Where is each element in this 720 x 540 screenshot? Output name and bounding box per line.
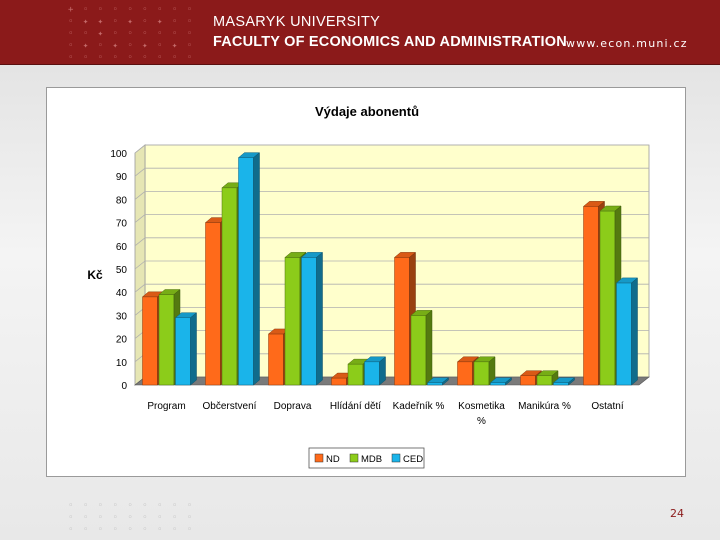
x-tick-label: Občerstvení xyxy=(203,401,257,412)
bar-front xyxy=(410,315,427,386)
bar-front xyxy=(205,222,221,386)
y-tick-label: 30 xyxy=(116,311,128,322)
bar xyxy=(237,152,261,386)
legend-label: ND xyxy=(326,454,340,465)
bar-front xyxy=(301,257,317,386)
x-tick-label: Doprava xyxy=(274,401,312,412)
legend-swatch xyxy=(391,453,401,463)
bar-front xyxy=(520,375,536,386)
footer-pattern: ◦ ◦ ◦ ◦ ◦ ◦ ◦ ◦ ◦ ◦ ◦ ◦ ◦ ◦ ◦ ◦ ◦ ◦ ◦ ◦ … xyxy=(68,501,192,535)
y-tick-label: 90 xyxy=(116,172,128,183)
x-tick-label: Ostatní xyxy=(591,401,623,412)
gridline-side xyxy=(134,144,146,154)
bar xyxy=(489,377,513,386)
x-tick-label: Program xyxy=(147,401,185,412)
y-tick-label: 20 xyxy=(116,335,128,346)
bar-front xyxy=(394,257,410,386)
x-tick-label: Kosmetika xyxy=(458,401,505,412)
y-tick-label: 60 xyxy=(116,242,128,253)
bar xyxy=(410,309,433,386)
bar-front xyxy=(142,296,158,386)
bar xyxy=(300,251,324,386)
bar-side xyxy=(379,356,386,386)
bar-front xyxy=(553,382,569,386)
bar-side xyxy=(253,152,260,386)
bar xyxy=(615,277,639,386)
y-tick-label: 10 xyxy=(116,358,128,369)
legend-label: MDB xyxy=(361,454,382,465)
bar-side xyxy=(425,309,433,386)
header-divider xyxy=(0,64,720,65)
legend-swatch xyxy=(314,453,324,463)
gridline-side xyxy=(134,191,146,200)
bar-side xyxy=(442,377,449,386)
bar-front xyxy=(221,187,238,386)
bar-side xyxy=(316,251,323,386)
legend-box xyxy=(308,447,425,469)
chart-frame: Výdaje abonentů Kč 0 10 20 30 40 50 60 70 80 90 10… xyxy=(46,87,686,477)
site-url[interactable]: www.econ.muni.cz xyxy=(566,37,688,50)
gridline-side xyxy=(134,260,146,270)
bar xyxy=(426,377,450,386)
bar-side xyxy=(190,312,197,386)
bar-front xyxy=(331,377,347,386)
bar-front xyxy=(268,333,284,386)
bar-front xyxy=(473,361,490,386)
bar-side xyxy=(505,377,512,386)
page-number: 24 xyxy=(670,507,684,520)
header-banner: + ◦ ◦ ◦ ◦ ◦ ◦ ◦ ◦ ◦ ✦ ✦ ◦ ✦ ◦ ✦ ◦ ◦ ◦ ◦ … xyxy=(0,0,720,64)
logo-pattern: + ◦ ◦ ◦ ◦ ◦ ◦ ◦ ◦ ◦ ✦ ✦ ◦ ✦ ◦ ✦ ◦ ◦ ◦ ◦ … xyxy=(68,5,195,63)
x-tick-label: Kadeřník % xyxy=(393,401,445,412)
x-tick-label: % xyxy=(477,416,486,427)
bar-front xyxy=(616,282,632,386)
bar-front xyxy=(238,157,254,386)
bar xyxy=(536,370,559,386)
bar-front xyxy=(284,257,301,386)
x-tick-label: Hlídání dětí xyxy=(330,401,381,412)
gridline-side xyxy=(134,167,146,177)
y-tick-label: 70 xyxy=(116,219,128,230)
university-name: MASARYK UNIVERSITY xyxy=(213,14,381,30)
bar-front xyxy=(599,210,616,386)
bar-front xyxy=(364,361,380,386)
bar-front xyxy=(158,294,175,386)
legend-swatch xyxy=(349,453,359,463)
bar-front xyxy=(536,375,553,386)
bar xyxy=(174,312,198,386)
bar xyxy=(552,377,576,386)
chart-title: Výdaje abonentů xyxy=(315,104,419,119)
chart-legend: ND MDB CED xyxy=(308,447,425,469)
bar xyxy=(473,356,496,386)
y-tick-label: 50 xyxy=(116,265,128,276)
y-tick-label: 40 xyxy=(116,288,128,299)
faculty-name: FACULTY OF ECONOMICS AND ADMINISTRATION xyxy=(213,34,567,50)
y-tick-label: 80 xyxy=(116,195,128,206)
bar-front xyxy=(347,363,364,386)
bar-front xyxy=(583,206,599,386)
bar-front xyxy=(427,382,443,386)
y-tick-label: 0 xyxy=(121,381,127,392)
bar-front xyxy=(490,382,506,386)
gridline-side xyxy=(134,214,146,223)
y-axis-label: Kč xyxy=(87,268,103,282)
bar-chart: Výdaje abonentů Kč 0 10 20 30 40 50 60 70 80 90 10… xyxy=(87,104,650,469)
gridline-side xyxy=(134,237,146,247)
gridline-side xyxy=(134,283,146,293)
x-tick-label: Manikúra % xyxy=(518,401,571,412)
bar-side xyxy=(631,277,638,386)
bar-front xyxy=(175,317,191,386)
bar xyxy=(363,356,387,386)
bar-side xyxy=(568,377,575,386)
bar-front xyxy=(457,361,473,386)
y-tick-label: 100 xyxy=(110,149,127,160)
legend-label: CED xyxy=(403,454,423,465)
